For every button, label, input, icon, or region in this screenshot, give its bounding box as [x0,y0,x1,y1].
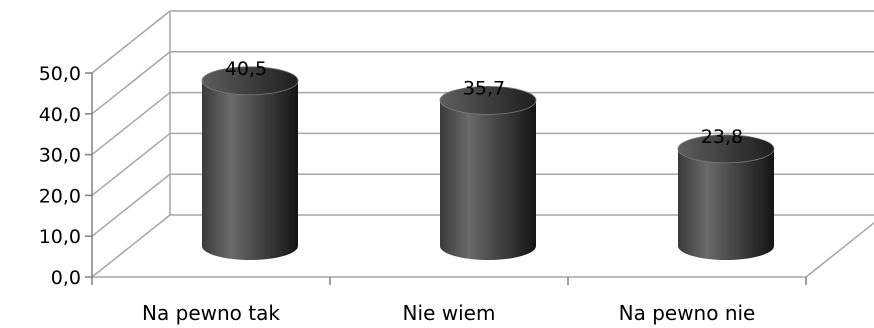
gridline-side [91,173,171,237]
gridline-side [91,10,171,74]
bar-top [439,85,537,115]
data-label: 23,8 [701,126,743,148]
bar-body [440,100,536,261]
data-label: 35,7 [463,77,505,99]
y-tick-labels: 0,0 10,0 20,0 30,0 40,0 50,0 [39,63,81,289]
y-tick-label: 30,0 [39,145,81,167]
category-label: Nie wiem [403,301,496,325]
y-tick-label: 0,0 [51,267,81,289]
bar-2 [439,85,537,261]
bar-3 [677,134,775,260]
data-labels: 40,5 35,7 23,8 [225,58,743,148]
y-tick-label: 20,0 [39,185,81,207]
y-axis [85,72,807,285]
bar-1 [201,66,299,260]
gridline-side [91,51,171,115]
y-tick-label: 40,0 [39,104,81,126]
y-tick-label: 10,0 [39,226,81,248]
gridline-side [91,214,171,278]
category-label: Na pewno nie [619,301,756,325]
chart-walls [92,11,874,278]
data-label: 40,5 [225,58,267,80]
gridline-side [91,132,171,196]
category-labels: Na pewno tak Nie wiem Na pewno nie [142,301,755,325]
y-tick-label: 50,0 [39,63,81,85]
category-label: Na pewno tak [142,301,280,325]
bar-top [201,66,299,96]
bar-top [677,134,775,164]
bar-body [202,80,298,260]
bars [201,66,775,261]
floor-right-edge [805,221,874,278]
gridline-side [91,92,171,156]
bar-body [678,148,774,260]
